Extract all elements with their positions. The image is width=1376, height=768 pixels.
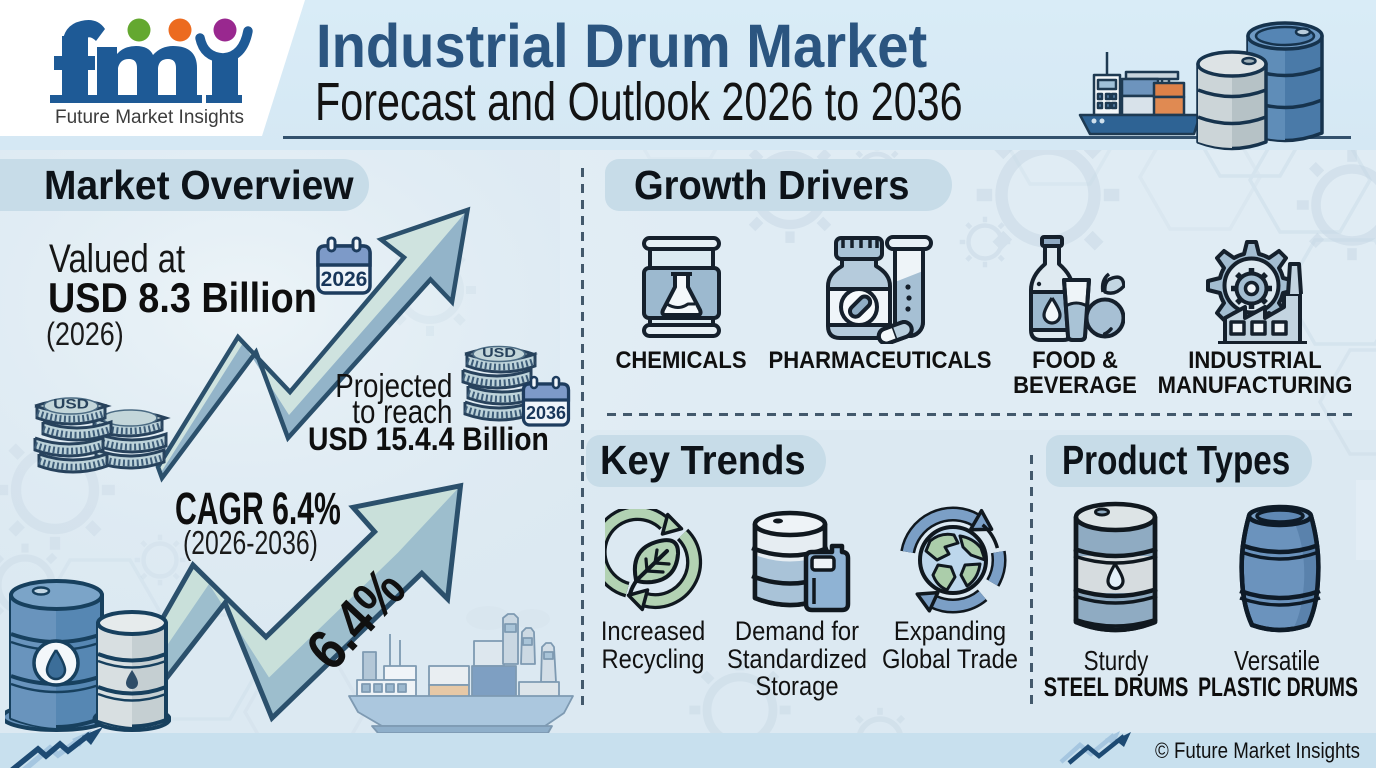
svg-text:2026: 2026 bbox=[321, 268, 368, 291]
svg-text:USD: USD bbox=[482, 346, 516, 360]
svg-text:USD: USD bbox=[53, 397, 89, 412]
svg-text:2036: 2036 bbox=[526, 403, 566, 423]
